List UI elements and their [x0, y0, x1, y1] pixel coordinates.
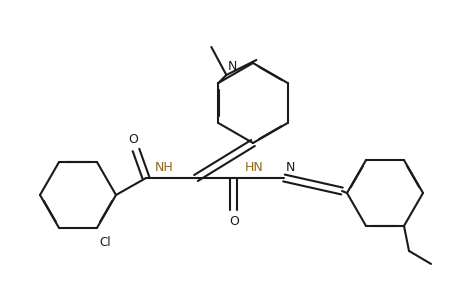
- Text: NH: NH: [154, 161, 173, 174]
- Text: N: N: [227, 60, 236, 73]
- Text: O: O: [128, 133, 137, 146]
- Text: N: N: [285, 161, 295, 174]
- Text: O: O: [228, 215, 238, 228]
- Text: HN: HN: [244, 161, 263, 174]
- Text: Cl: Cl: [99, 236, 111, 249]
